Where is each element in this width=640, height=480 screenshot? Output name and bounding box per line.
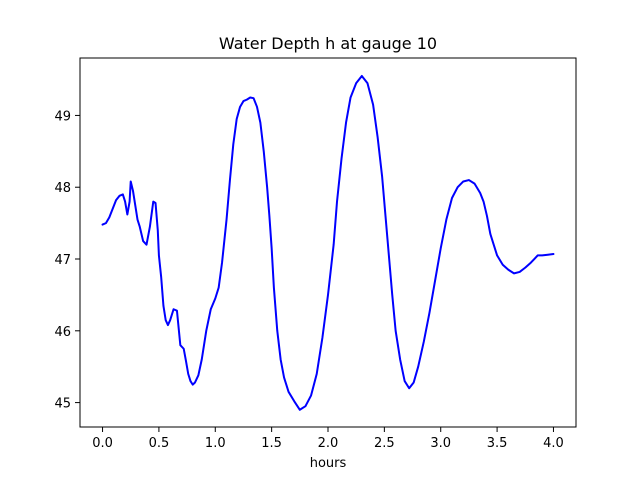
x-tick-label: 3.0 — [430, 436, 451, 451]
y-tick-label: 46 — [54, 325, 71, 340]
y-tick-label: 45 — [54, 397, 71, 412]
x-axis-ticks: 0.0 0.5 1.0 1.5 2.0 2.5 3.0 3.5 4.0 — [92, 427, 564, 451]
chart-title: Water Depth h at gauge 10 — [219, 34, 437, 53]
x-tick-label: 0.5 — [149, 436, 170, 451]
x-tick-label: 2.5 — [374, 436, 395, 451]
x-axis-title: hours — [310, 456, 347, 471]
y-tick-label: 49 — [54, 109, 71, 124]
series-line-water-depth — [101, 74, 555, 411]
x-tick-label: 1.5 — [261, 436, 282, 451]
x-tick-label: 3.5 — [487, 436, 508, 451]
x-tick-label: 0.0 — [92, 436, 113, 451]
y-tick-label: 47 — [54, 253, 71, 268]
plot-area — [101, 74, 555, 411]
x-tick-label: 4.0 — [543, 436, 564, 451]
y-axis-ticks: 45 46 47 48 49 — [54, 109, 80, 412]
x-tick-label: 1.0 — [205, 436, 226, 451]
y-tick-label: 48 — [54, 181, 71, 196]
x-tick-label: 2.0 — [318, 436, 339, 451]
